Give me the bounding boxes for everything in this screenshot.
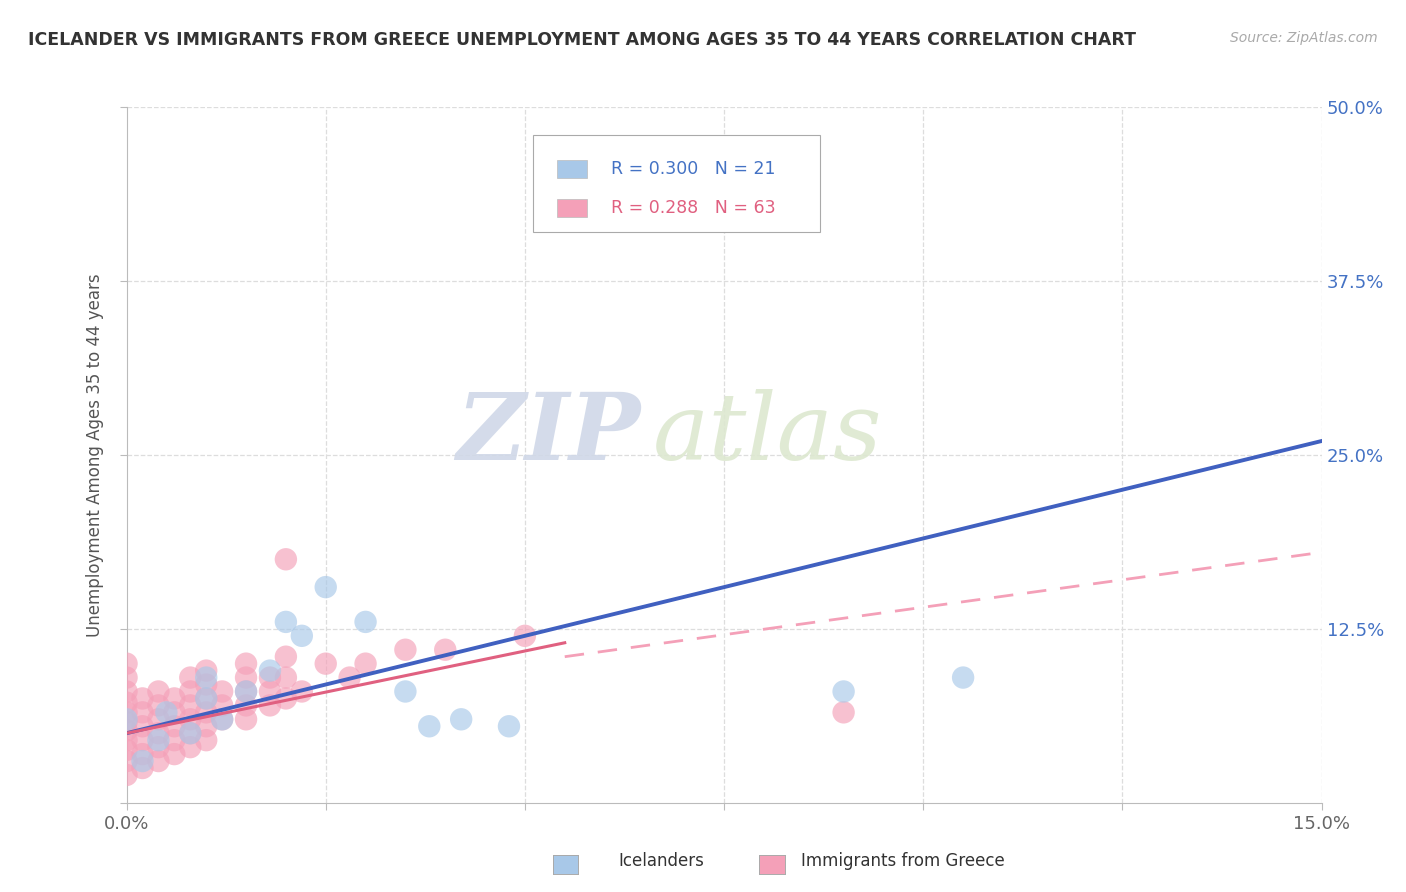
Point [115,754,138,768]
Point [131,761,153,775]
Point [832,706,855,720]
Point [195,664,218,678]
Point [235,712,257,726]
Point [211,712,233,726]
Point [115,715,138,730]
Point [131,754,153,768]
Point [235,671,257,685]
Point [179,726,201,740]
Point [115,743,138,757]
Point [195,691,218,706]
Point [315,657,337,671]
Point [274,691,297,706]
Point [148,684,170,698]
Point [235,698,257,713]
Point [131,691,153,706]
Point [163,747,186,761]
Point [179,726,201,740]
Point [291,684,314,698]
Point [832,684,855,698]
Point [148,740,170,755]
Point [115,706,138,720]
Text: R = 0.288   N = 63: R = 0.288 N = 63 [610,199,775,217]
Point [179,684,201,698]
Point [179,712,201,726]
Point [195,671,218,685]
Point [115,657,138,671]
Y-axis label: Unemployment Among Ages 35 to 44 years: Unemployment Among Ages 35 to 44 years [86,273,104,637]
Point [179,740,201,755]
Point [148,726,170,740]
Point [148,698,170,713]
Point [195,706,218,720]
Point [235,684,257,698]
Point [115,768,138,782]
Text: ICELANDER VS IMMIGRANTS FROM GREECE UNEMPLOYMENT AMONG AGES 35 TO 44 YEARS CORRE: ICELANDER VS IMMIGRANTS FROM GREECE UNEM… [28,31,1136,49]
Point [274,671,297,685]
Point [131,747,153,761]
Point [339,671,361,685]
Point [498,719,520,733]
Point [394,642,416,657]
Point [148,712,170,726]
Point [259,664,281,678]
Point [115,671,138,685]
Point [179,671,201,685]
Point [513,629,536,643]
Text: ZIP: ZIP [456,389,640,479]
Point [274,615,297,629]
FancyBboxPatch shape [533,135,820,232]
Point [235,684,257,698]
Text: atlas: atlas [652,389,882,479]
Point [115,733,138,747]
Point [211,684,233,698]
Point [115,696,138,710]
Point [354,657,377,671]
Point [131,733,153,747]
Point [163,733,186,747]
Point [952,671,974,685]
Text: R = 0.300   N = 21: R = 0.300 N = 21 [610,160,775,178]
Point [274,649,297,664]
Point [394,684,416,698]
Point [259,698,281,713]
Point [195,719,218,733]
Point [163,719,186,733]
Text: Source: ZipAtlas.com: Source: ZipAtlas.com [1230,31,1378,45]
Point [259,671,281,685]
Point [131,706,153,720]
Point [148,754,170,768]
Point [450,712,472,726]
Point [195,733,218,747]
FancyBboxPatch shape [557,161,586,178]
Point [418,719,440,733]
Point [235,657,257,671]
Point [195,691,218,706]
Point [211,698,233,713]
Point [354,615,377,629]
Point [115,723,138,738]
Point [115,684,138,698]
Point [274,552,297,566]
Point [179,698,201,713]
Point [195,677,218,691]
Point [148,733,170,747]
Point [259,684,281,698]
Point [291,629,314,643]
Point [163,706,186,720]
Point [155,706,177,720]
Point [163,691,186,706]
FancyBboxPatch shape [557,199,586,217]
Point [115,712,138,726]
Point [211,712,233,726]
Point [434,642,457,657]
Point [131,719,153,733]
Point [315,580,337,594]
Text: Icelanders: Icelanders [619,852,704,870]
Text: Immigrants from Greece: Immigrants from Greece [801,852,1005,870]
